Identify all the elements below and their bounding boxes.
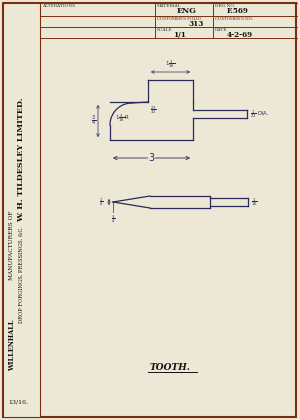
Text: DRG NO.: DRG NO. [215,4,235,8]
Text: MATERIAL: MATERIAL [157,4,182,8]
Text: 313: 313 [188,20,203,28]
Text: 1/1: 1/1 [173,31,186,39]
Text: ENG: ENG [177,7,197,15]
Text: MANUFACTURERS OF: MANUFACTURERS OF [10,210,14,280]
Text: CUSTOMER'S NO.: CUSTOMER'S NO. [215,17,253,21]
Text: $1\frac{1}{16}$: $1\frac{1}{16}$ [165,58,176,70]
Text: $1\frac{3}{16}$R: $1\frac{3}{16}$R [115,112,130,124]
Text: WILLENHALL: WILLENHALL [8,319,16,371]
Text: $\frac{3}{4}$: $\frac{3}{4}$ [91,114,96,128]
Text: $\frac{23}{32}$: $\frac{23}{32}$ [150,104,157,116]
Text: 4-2-69: 4-2-69 [227,31,253,39]
Bar [3,3,40,417]
Text: $\frac{1}{16}$: $\frac{1}{16}$ [251,196,258,208]
Text: W. H. TILDESLEY LIMITED.: W. H. TILDESLEY LIMITED. [17,98,25,222]
Text: ALTERATIONS: ALTERATIONS [42,4,75,8]
Text: DROP FORGINGS, PRESSINGS, &C.: DROP FORGINGS, PRESSINGS, &C. [19,226,23,323]
Text: $\frac{3}{4}$: $\frac{3}{4}$ [111,213,115,225]
Text: DATE: DATE [215,28,228,32]
Text: $\frac{1}{22}$ DIA.: $\frac{1}{22}$ DIA. [250,108,269,120]
Text: CUSTOMER'S FOLIO: CUSTOMER'S FOLIO [157,17,201,21]
Text: TOOTH.: TOOTH. [150,363,190,373]
Text: 13/16.: 13/16. [8,399,28,404]
Text: 3: 3 [148,153,154,163]
Text: SCALE: SCALE [157,28,172,32]
Text: $\frac{1}{6}$: $\frac{1}{6}$ [99,196,103,208]
Text: F.569: F.569 [227,7,249,15]
